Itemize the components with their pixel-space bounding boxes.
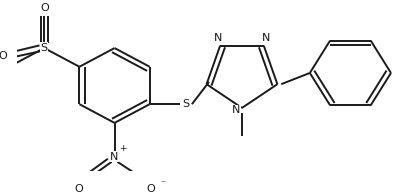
Text: N: N bbox=[262, 33, 270, 43]
Text: N: N bbox=[213, 33, 222, 43]
Text: O: O bbox=[0, 51, 8, 61]
Text: S: S bbox=[41, 43, 48, 53]
Text: S: S bbox=[183, 99, 190, 109]
Text: N: N bbox=[232, 105, 240, 115]
Text: O: O bbox=[146, 184, 155, 193]
Text: O: O bbox=[74, 184, 83, 193]
Text: ⁻: ⁻ bbox=[160, 179, 165, 189]
Text: +: + bbox=[119, 144, 127, 153]
Text: O: O bbox=[40, 3, 49, 13]
Text: N: N bbox=[110, 152, 119, 162]
